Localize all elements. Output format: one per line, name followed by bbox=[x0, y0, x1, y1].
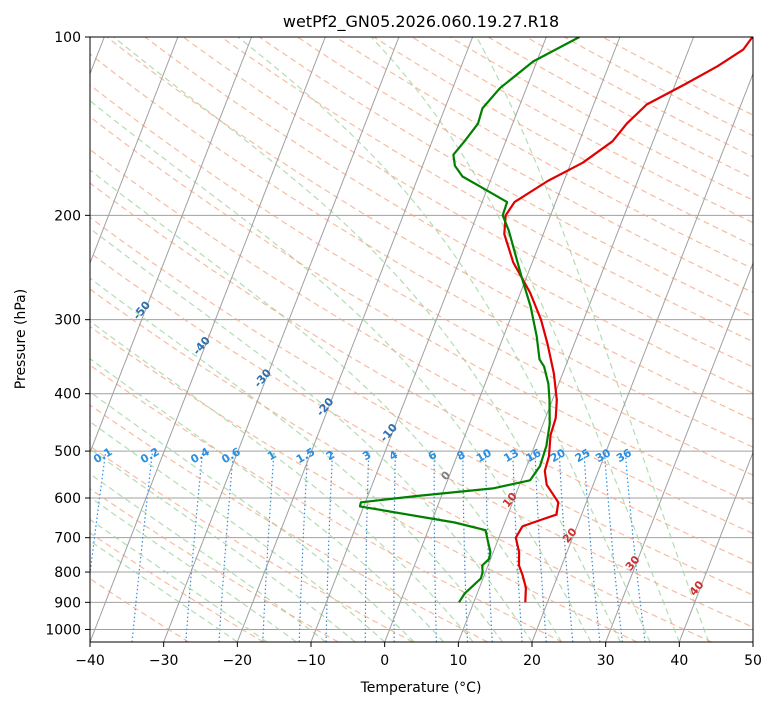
mixing-ratio-line bbox=[603, 451, 623, 642]
isotherm-line bbox=[90, 37, 253, 454]
mixing-ratio-line bbox=[583, 451, 601, 642]
isotherm-line bbox=[457, 37, 695, 642]
sounding-series bbox=[358, 37, 753, 603]
x-tick-label: 0 bbox=[380, 653, 389, 669]
x-axis-label: Temperature (°C) bbox=[360, 680, 482, 696]
dewpoint-profile-line bbox=[358, 37, 580, 603]
moist-adiabat bbox=[370, 37, 680, 642]
moist-adiabat bbox=[237, 37, 651, 642]
moist-adiabat bbox=[90, 496, 297, 642]
y-tick-label: 1000 bbox=[45, 622, 81, 638]
moist-adiabat bbox=[90, 518, 268, 642]
isotherm-line bbox=[163, 37, 400, 642]
x-tick-label: 10 bbox=[449, 653, 467, 669]
isotherm-line bbox=[236, 37, 474, 642]
moist-adiabat bbox=[90, 277, 503, 642]
plot-frame bbox=[89, 36, 754, 643]
mixing-ratio-line bbox=[90, 451, 107, 579]
y-tick-label: 400 bbox=[54, 387, 81, 403]
isotherm-line bbox=[678, 451, 753, 642]
dry-adiabat bbox=[90, 252, 753, 628]
y-tick-label: 600 bbox=[54, 491, 81, 507]
y-tick-label: 300 bbox=[54, 313, 81, 329]
isotherm-line bbox=[90, 37, 326, 642]
x-tick-label: 20 bbox=[523, 653, 541, 669]
y-axis-label: Pressure (hPa) bbox=[13, 289, 29, 389]
mixing-ratio-line bbox=[185, 451, 204, 642]
moist-adiabat bbox=[90, 100, 592, 642]
dry-adiabat bbox=[90, 404, 488, 642]
y-tick-label: 100 bbox=[54, 30, 81, 46]
x-tick-label: −10 bbox=[296, 653, 326, 669]
isotherm-lines bbox=[90, 37, 753, 642]
y-tick-label: 200 bbox=[54, 208, 81, 224]
dry-adiabat bbox=[90, 325, 638, 642]
moist-adiabat bbox=[113, 37, 621, 642]
moist-adiabat bbox=[90, 421, 386, 642]
isotherm-line bbox=[605, 261, 753, 642]
mixing-ratio-line bbox=[624, 451, 646, 642]
y-tick-label: 800 bbox=[54, 565, 81, 581]
isotherm-line bbox=[310, 37, 547, 642]
dry-adiabat bbox=[90, 364, 563, 642]
dry-adiabat bbox=[90, 84, 753, 476]
x-tick-label: −40 bbox=[75, 653, 105, 669]
moist-adiabat bbox=[90, 320, 474, 642]
isotherm-line bbox=[384, 37, 621, 642]
moist-adiabat bbox=[90, 357, 445, 642]
moist-adiabat bbox=[90, 227, 533, 642]
dry-adiabat bbox=[297, 37, 753, 294]
x-tick-label: −30 bbox=[149, 653, 179, 669]
temperature-profile-line bbox=[503, 37, 753, 603]
x-axis-ticks: −40 −30 −20 −10 0 10 20 30 40 50 bbox=[75, 642, 762, 669]
dry-adiabat bbox=[90, 53, 753, 448]
plot-area bbox=[90, 37, 753, 642]
x-tick-label: −20 bbox=[223, 653, 253, 669]
chart-title: wetPf2_GN05.2026.060.19.27.R18 bbox=[283, 12, 559, 32]
mixing-ratio-line bbox=[558, 451, 574, 642]
y-tick-label: 900 bbox=[54, 595, 81, 611]
moist-adiabat bbox=[90, 448, 356, 642]
pressure-gridlines bbox=[90, 37, 753, 630]
isotherm-line bbox=[531, 72, 753, 642]
moist-adiabat bbox=[90, 540, 238, 642]
x-tick-label: 30 bbox=[597, 653, 615, 669]
x-tick-label: 40 bbox=[670, 653, 688, 669]
dry-adiabat bbox=[90, 488, 339, 642]
isotherm-line bbox=[90, 37, 179, 265]
dry-adiabat bbox=[220, 37, 753, 343]
dry-adiabat bbox=[90, 532, 264, 642]
dry-adiabat bbox=[90, 216, 753, 596]
y-tick-label: 700 bbox=[54, 531, 81, 547]
y-axis-ticks: 100 200 300 400 500 600 700 800 900 1000 bbox=[45, 30, 90, 638]
dry-adiabat bbox=[90, 116, 753, 505]
x-tick-label: 50 bbox=[744, 653, 762, 669]
y-tick-label: 500 bbox=[54, 444, 81, 460]
dry-adiabat bbox=[182, 37, 753, 368]
dry-adiabat bbox=[90, 182, 753, 565]
